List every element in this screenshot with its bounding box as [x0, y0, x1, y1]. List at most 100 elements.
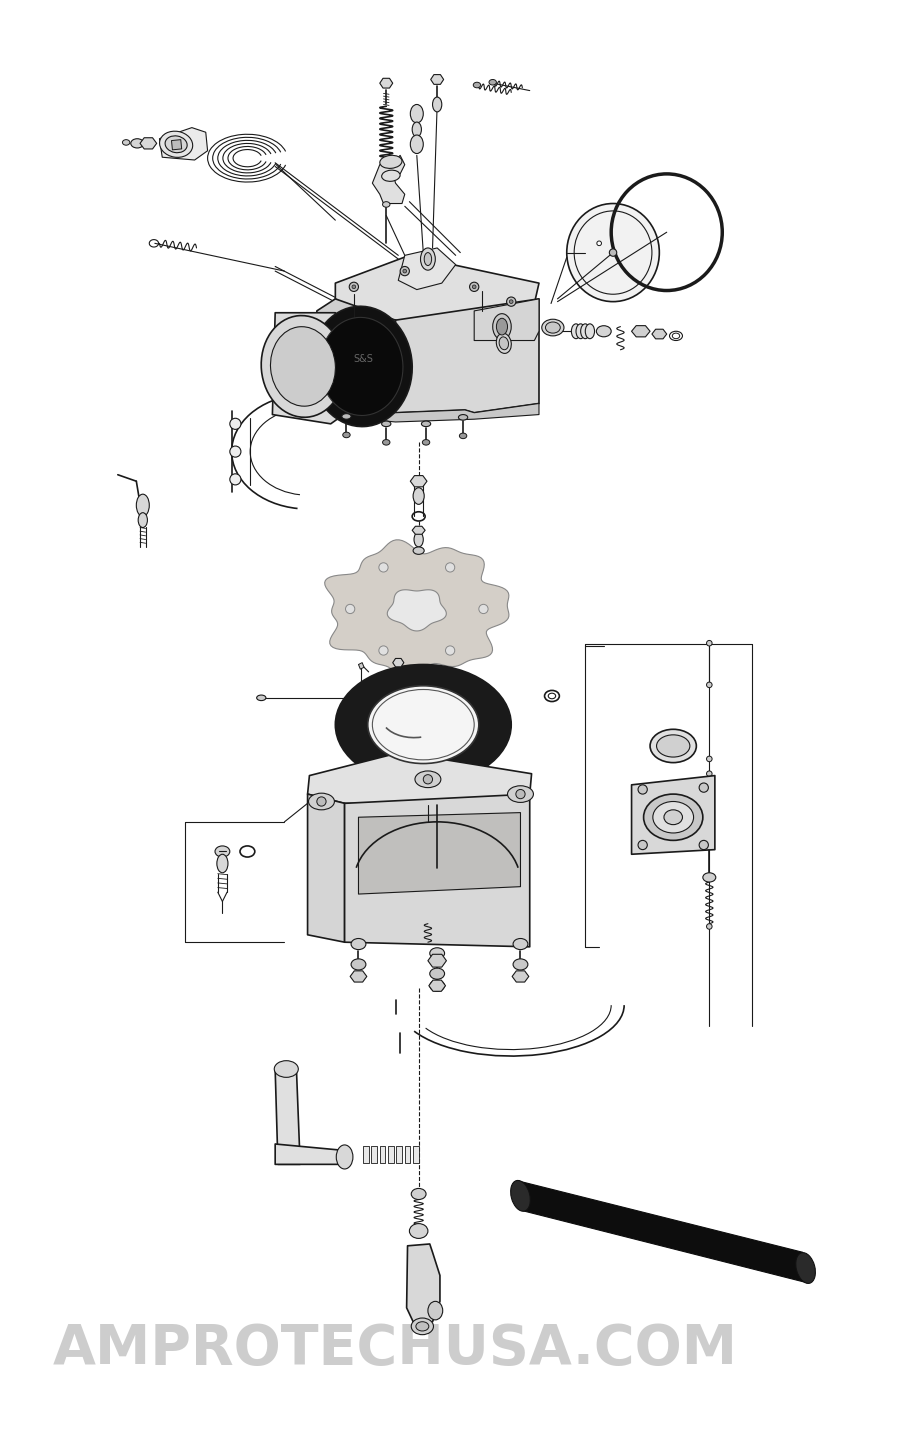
Circle shape — [230, 418, 241, 429]
Ellipse shape — [428, 1301, 443, 1320]
Ellipse shape — [343, 432, 350, 438]
Circle shape — [403, 269, 407, 272]
Ellipse shape — [130, 138, 144, 148]
Polygon shape — [373, 156, 405, 203]
Polygon shape — [399, 248, 455, 290]
Polygon shape — [308, 794, 345, 942]
Polygon shape — [358, 663, 364, 669]
Ellipse shape — [580, 324, 590, 339]
Circle shape — [706, 771, 712, 777]
Polygon shape — [380, 78, 392, 88]
Circle shape — [706, 682, 712, 687]
Ellipse shape — [416, 1321, 428, 1331]
Polygon shape — [350, 971, 367, 983]
Circle shape — [230, 474, 241, 486]
Ellipse shape — [256, 695, 266, 700]
Ellipse shape — [576, 324, 585, 339]
Ellipse shape — [351, 958, 366, 970]
Ellipse shape — [473, 82, 481, 88]
Ellipse shape — [652, 801, 694, 833]
Ellipse shape — [458, 415, 468, 421]
Ellipse shape — [351, 938, 366, 950]
Polygon shape — [392, 659, 404, 667]
Ellipse shape — [664, 810, 682, 824]
Circle shape — [352, 285, 356, 288]
Ellipse shape — [430, 968, 445, 980]
Polygon shape — [363, 1146, 369, 1163]
Ellipse shape — [413, 548, 424, 555]
Polygon shape — [275, 1069, 301, 1164]
Ellipse shape — [492, 314, 511, 340]
Circle shape — [349, 282, 358, 291]
Ellipse shape — [459, 434, 467, 438]
Polygon shape — [512, 971, 529, 983]
Polygon shape — [380, 1146, 385, 1163]
Ellipse shape — [572, 324, 580, 339]
Ellipse shape — [337, 1146, 353, 1169]
Circle shape — [379, 563, 388, 572]
Circle shape — [379, 646, 388, 656]
Circle shape — [609, 249, 617, 256]
Polygon shape — [431, 75, 444, 85]
Polygon shape — [317, 401, 539, 422]
Circle shape — [346, 604, 355, 614]
Circle shape — [706, 757, 712, 762]
Circle shape — [706, 640, 712, 646]
Text: AMPROTECHUSA.COM: AMPROTECHUSA.COM — [53, 1323, 738, 1376]
Ellipse shape — [393, 684, 403, 692]
Ellipse shape — [410, 135, 423, 154]
Ellipse shape — [513, 938, 528, 950]
Circle shape — [699, 782, 708, 793]
Ellipse shape — [382, 421, 391, 427]
Circle shape — [470, 282, 479, 291]
Ellipse shape — [422, 440, 430, 445]
Ellipse shape — [412, 122, 421, 137]
Ellipse shape — [508, 785, 534, 803]
Ellipse shape — [342, 414, 351, 419]
Ellipse shape — [542, 320, 564, 336]
Ellipse shape — [382, 202, 390, 208]
Polygon shape — [428, 954, 446, 967]
Polygon shape — [172, 140, 182, 150]
Circle shape — [446, 563, 454, 572]
Ellipse shape — [410, 1223, 427, 1238]
Circle shape — [597, 241, 601, 245]
Polygon shape — [652, 329, 667, 339]
Ellipse shape — [415, 771, 441, 788]
Polygon shape — [412, 526, 425, 535]
Ellipse shape — [650, 729, 697, 762]
Ellipse shape — [567, 203, 660, 301]
Polygon shape — [273, 313, 338, 424]
Ellipse shape — [430, 980, 445, 991]
Polygon shape — [632, 326, 650, 337]
Circle shape — [638, 785, 647, 794]
Polygon shape — [407, 1244, 440, 1324]
Polygon shape — [317, 298, 395, 412]
Ellipse shape — [320, 317, 403, 415]
Ellipse shape — [796, 1252, 815, 1284]
Circle shape — [400, 267, 410, 275]
Circle shape — [516, 790, 525, 798]
Ellipse shape — [597, 326, 611, 337]
Polygon shape — [159, 128, 208, 160]
Polygon shape — [275, 1144, 345, 1164]
Ellipse shape — [424, 252, 432, 265]
Ellipse shape — [500, 337, 508, 350]
Ellipse shape — [410, 104, 423, 122]
Ellipse shape — [489, 79, 497, 85]
Polygon shape — [518, 1182, 807, 1282]
Polygon shape — [388, 1146, 393, 1163]
Ellipse shape — [136, 494, 149, 516]
Ellipse shape — [411, 1189, 426, 1199]
Polygon shape — [358, 813, 520, 893]
Polygon shape — [325, 540, 508, 680]
Polygon shape — [387, 589, 446, 631]
Ellipse shape — [433, 97, 442, 112]
Circle shape — [423, 775, 433, 784]
Ellipse shape — [215, 846, 230, 857]
Ellipse shape — [217, 855, 228, 873]
Ellipse shape — [368, 686, 479, 764]
Circle shape — [479, 604, 488, 614]
Circle shape — [699, 840, 708, 850]
Polygon shape — [632, 775, 715, 855]
